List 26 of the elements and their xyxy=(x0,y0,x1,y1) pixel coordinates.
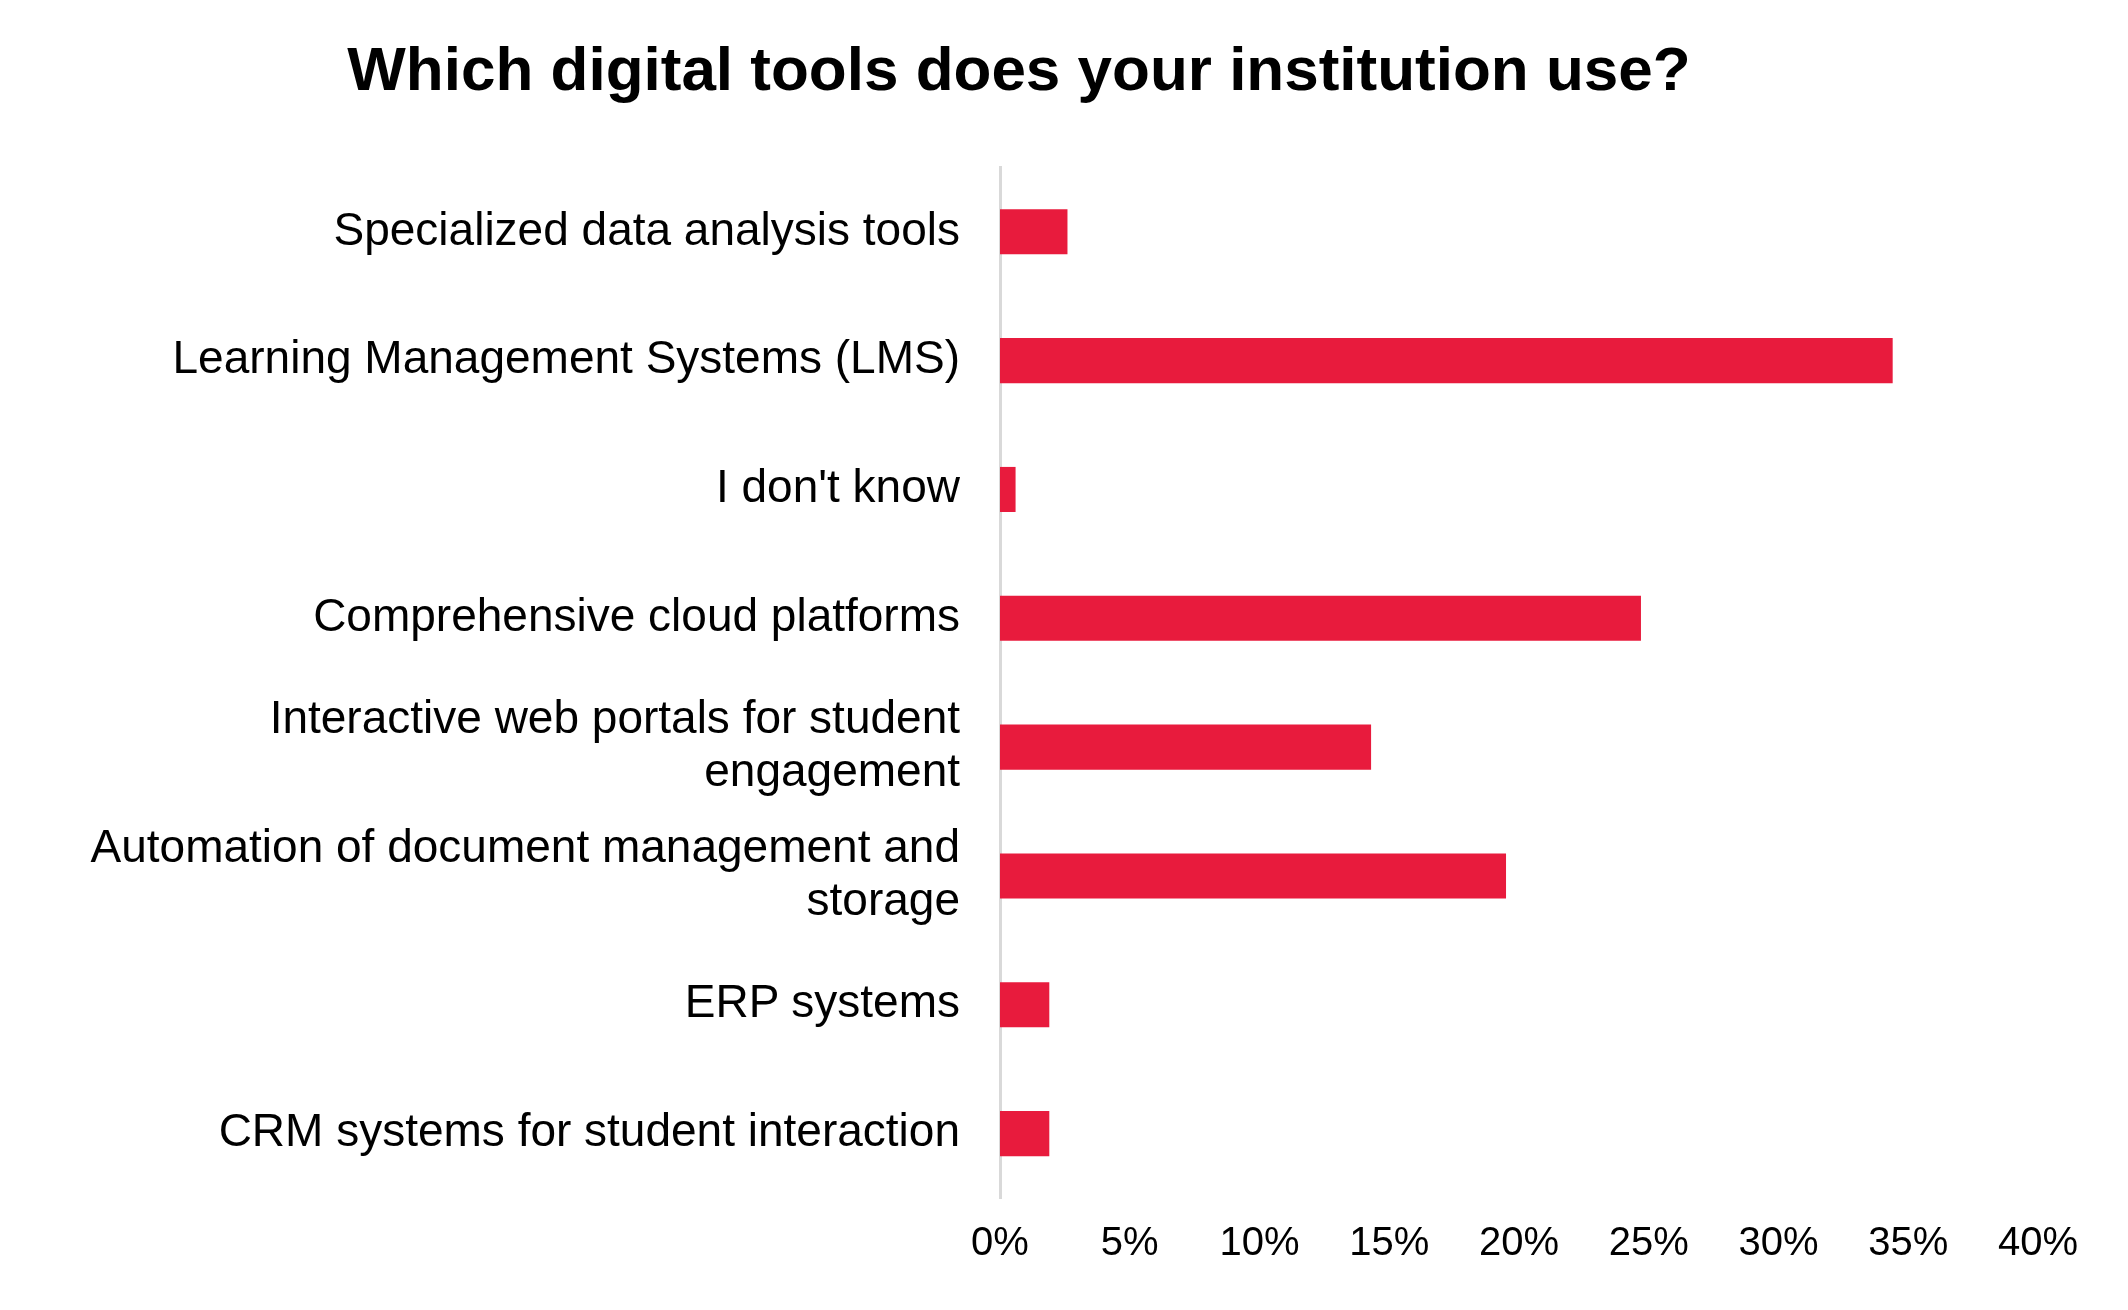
y-tick-label: Automation of document management and storage xyxy=(90,820,960,926)
bar xyxy=(1000,209,1068,255)
y-tick-label: Interactive web portals for student engagement xyxy=(269,691,961,797)
x-tick-label: 20% xyxy=(1478,1219,1560,1264)
bar xyxy=(1000,466,1016,513)
x-tick-label: 5% xyxy=(1100,1219,1159,1264)
x-tick-label: 15% xyxy=(1349,1219,1430,1264)
bar xyxy=(1000,982,1050,1028)
bar xyxy=(1000,724,1372,770)
bar xyxy=(1000,338,1893,384)
x-tick-label: 0% xyxy=(971,1219,1029,1264)
y-tick-label: Learning Management Systems (LMS) xyxy=(172,331,960,384)
y-tick-label: Specialized data analysis tools xyxy=(333,202,960,255)
x-tick-label: 25% xyxy=(1608,1219,1689,1264)
x-tick-label: 10% xyxy=(1219,1219,1300,1264)
x-tick-label: 40% xyxy=(1997,1219,2079,1264)
y-tick-label: CRM systems for student interaction xyxy=(218,1104,960,1157)
bar xyxy=(1000,595,1641,641)
y-tick-label: Comprehensive cloud platforms xyxy=(313,588,960,641)
bar xyxy=(1000,853,1507,899)
y-tick-label: ERP systems xyxy=(684,975,960,1028)
y-tick-label: I don't know xyxy=(715,460,961,513)
chart-title: Which digital tools does your institution use? xyxy=(347,34,1691,104)
x-tick-label: 30% xyxy=(1738,1219,1819,1264)
bar xyxy=(1000,1111,1050,1157)
x-tick-label: 35% xyxy=(1868,1219,1949,1264)
